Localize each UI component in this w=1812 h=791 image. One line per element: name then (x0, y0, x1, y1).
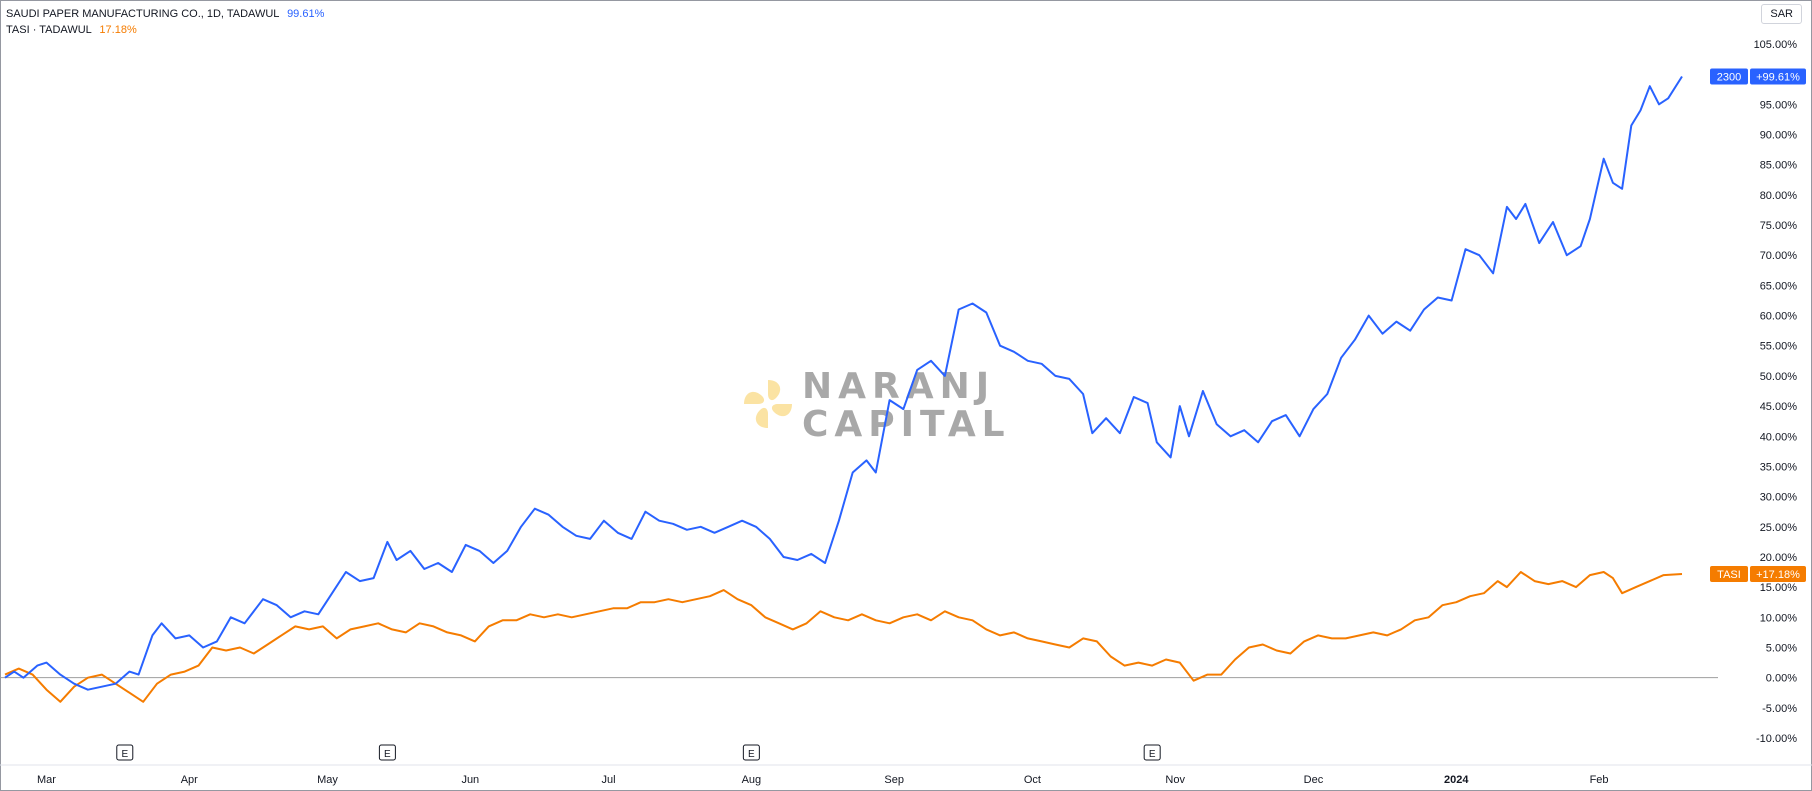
earnings-marker-label: E (748, 749, 755, 760)
y-tick-label: 20.00% (1760, 552, 1798, 564)
y-tick-label: 80.00% (1760, 190, 1798, 202)
y-tick-label: 0.00% (1766, 673, 1797, 685)
y-tick-label: 10.00% (1760, 612, 1798, 624)
y-tick-label: 60.00% (1760, 311, 1798, 323)
y-tick-label: 70.00% (1760, 250, 1798, 262)
x-tick-label: May (317, 774, 338, 786)
earnings-marker-label: E (384, 749, 391, 760)
chart-legend: SAUDI PAPER MANUFACTURING CO., 1D, TADAW… (6, 6, 324, 38)
y-tick-label: 30.00% (1760, 492, 1798, 504)
price-badge-value: +99.61% (1756, 72, 1800, 84)
legend-primary-change: 99.61% (287, 8, 325, 20)
price-badge-symbol: TASI (1717, 569, 1741, 581)
earnings-marker[interactable] (742, 744, 760, 761)
price-badge-value-bg (1750, 565, 1806, 582)
price-badge-symbol-bg (1710, 68, 1748, 85)
legend-compare-name: TASI · TADAWUL (6, 24, 92, 36)
price-badge-symbol-bg (1710, 565, 1748, 582)
price-badge-symbol: 2300 (1717, 72, 1741, 84)
y-tick-label: -10.00% (1756, 733, 1797, 745)
y-tick-label: 50.00% (1760, 371, 1798, 383)
x-tick-label: Sep (884, 774, 904, 786)
legend-compare-change: 17.18% (99, 24, 137, 36)
y-tick-label: 95.00% (1760, 99, 1798, 111)
legend-row-primary[interactable]: SAUDI PAPER MANUFACTURING CO., 1D, TADAW… (6, 6, 324, 22)
watermark: NARANJ CAPITAL (740, 362, 1005, 445)
legend-row-compare[interactable]: TASI · TADAWUL 17.18% (6, 22, 324, 38)
y-tick-label: 90.00% (1760, 130, 1798, 142)
y-tick-label: -5.00% (1762, 703, 1797, 715)
x-tick-label: Nov (1165, 774, 1185, 786)
logo-icon (744, 380, 792, 428)
x-tick-label: Jun (461, 774, 479, 786)
series-line-tasi[interactable] (4, 571, 1683, 703)
x-tick-label: Aug (742, 774, 762, 786)
y-tick-label: 85.00% (1760, 160, 1798, 172)
price-badge-value-bg (1750, 68, 1806, 85)
x-tick-label: Apr (181, 774, 198, 786)
y-tick-label: 65.00% (1760, 280, 1798, 292)
currency-button[interactable]: SAR (1761, 4, 1802, 24)
earnings-marker[interactable] (378, 744, 396, 761)
x-tick-label: Jul (602, 774, 616, 786)
y-tick-label: 40.00% (1760, 431, 1798, 443)
earnings-marker[interactable] (1143, 744, 1161, 761)
y-tick-label: 25.00% (1760, 522, 1798, 534)
y-tick-label: 15.00% (1760, 582, 1798, 594)
x-tick-label: 2024 (1444, 774, 1469, 786)
x-tick-label: Dec (1304, 774, 1324, 786)
y-tick-label: 75.00% (1760, 220, 1798, 232)
price-badge-value: +17.18% (1756, 569, 1800, 581)
x-tick-label: Oct (1024, 774, 1041, 786)
y-tick-label: 45.00% (1760, 401, 1798, 413)
watermark-line-2: CAPITAL (802, 404, 1011, 445)
watermark-line-1: NARANJ (802, 366, 996, 407)
y-tick-label: 55.00% (1760, 341, 1798, 353)
earnings-marker-label: E (1149, 749, 1156, 760)
earnings-marker-label: E (121, 749, 128, 760)
earnings-marker[interactable] (116, 744, 134, 761)
y-tick-label: 5.00% (1766, 642, 1797, 654)
y-tick-label: 35.00% (1760, 461, 1798, 473)
x-tick-label: Mar (37, 774, 56, 786)
legend-symbol-name: SAUDI PAPER MANUFACTURING CO., 1D, TADAW… (6, 8, 279, 20)
series-line-2300[interactable] (4, 75, 1683, 691)
y-tick-label: 105.00% (1754, 39, 1798, 51)
x-tick-label: Feb (1590, 774, 1609, 786)
